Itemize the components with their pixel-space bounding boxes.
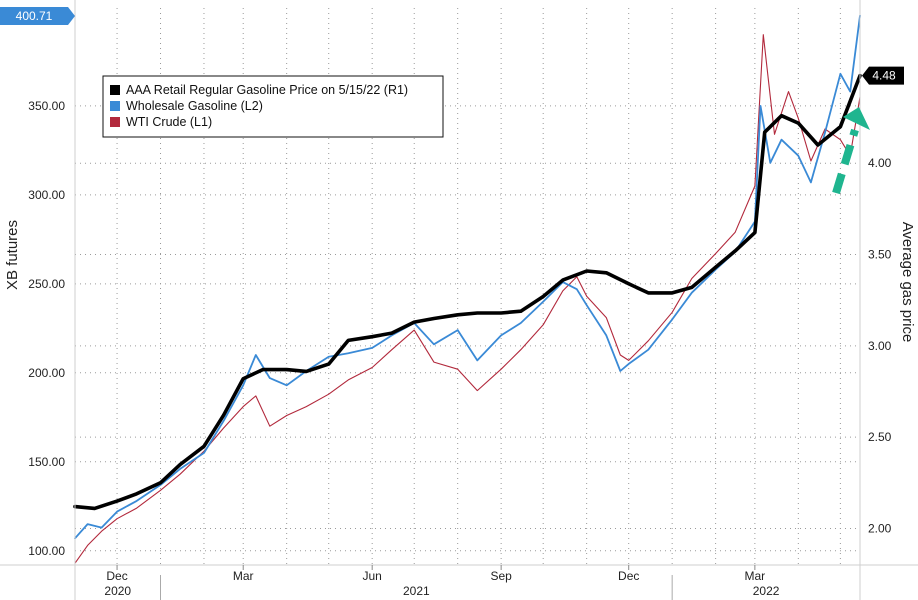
legend-label-aaa: AAA Retail Regular Gasoline Price on 5/1… xyxy=(126,83,408,97)
left-tick-label: 350.00 xyxy=(28,99,65,113)
legend-swatch-wti xyxy=(110,117,120,127)
left-axis-title: XB futures xyxy=(4,220,21,290)
year-label: 2022 xyxy=(753,584,780,598)
legend-label-wti: WTI Crude (L1) xyxy=(126,115,212,129)
right-tick-label: 2.00 xyxy=(868,521,892,535)
right-tick-label: 2.50 xyxy=(868,430,892,444)
arrow-shaft xyxy=(832,128,859,195)
x-tick-label: Jun xyxy=(362,569,381,583)
left-value-tag-shape xyxy=(0,7,75,25)
right-tick-label: 4.00 xyxy=(868,156,892,170)
left-value-tag-label: 400.71 xyxy=(16,9,53,23)
up-arrow-annotation xyxy=(832,107,870,195)
year-label: 2020 xyxy=(104,584,131,598)
series-layer xyxy=(73,14,862,564)
x-tick-label: Dec xyxy=(618,569,639,583)
legend-box xyxy=(102,75,444,138)
left-tick-label: 100.00 xyxy=(28,544,65,558)
legend-label-wholesale: Wholesale Gasoline (L2) xyxy=(126,99,263,113)
arrow-head xyxy=(843,107,870,130)
legend-swatch-aaa xyxy=(110,85,120,95)
right-tick-label: 3.50 xyxy=(868,248,892,262)
right-value-tag-shape xyxy=(862,66,904,85)
left-tick-label: 300.00 xyxy=(28,188,65,202)
year-label: 2021 xyxy=(403,584,430,598)
left-tick-label: 200.00 xyxy=(28,366,65,380)
left-tick-label: 150.00 xyxy=(28,455,65,469)
legend: AAA Retail Regular Gasoline Price on 5/1… xyxy=(102,75,444,138)
x-tick-label: Mar xyxy=(745,569,766,583)
left-value-tag: 400.71 xyxy=(0,7,75,25)
right-tick-label: 3.00 xyxy=(868,339,892,353)
left-tick-label: 250.00 xyxy=(28,277,65,291)
right-value-tag: 4.48 xyxy=(862,66,904,85)
gridlines xyxy=(75,8,860,565)
series-line-wti-crude xyxy=(74,34,861,564)
right-value-tag-label: 4.48 xyxy=(872,69,896,83)
x-tick-label: Sep xyxy=(490,569,512,583)
x-tick-label: Mar xyxy=(233,569,254,583)
legend-swatch-wholesale xyxy=(110,101,120,111)
x-tick-label: Dec xyxy=(106,569,127,583)
series-line-aaa-retail xyxy=(73,73,862,511)
right-axis-title: Average gas price xyxy=(899,222,916,343)
